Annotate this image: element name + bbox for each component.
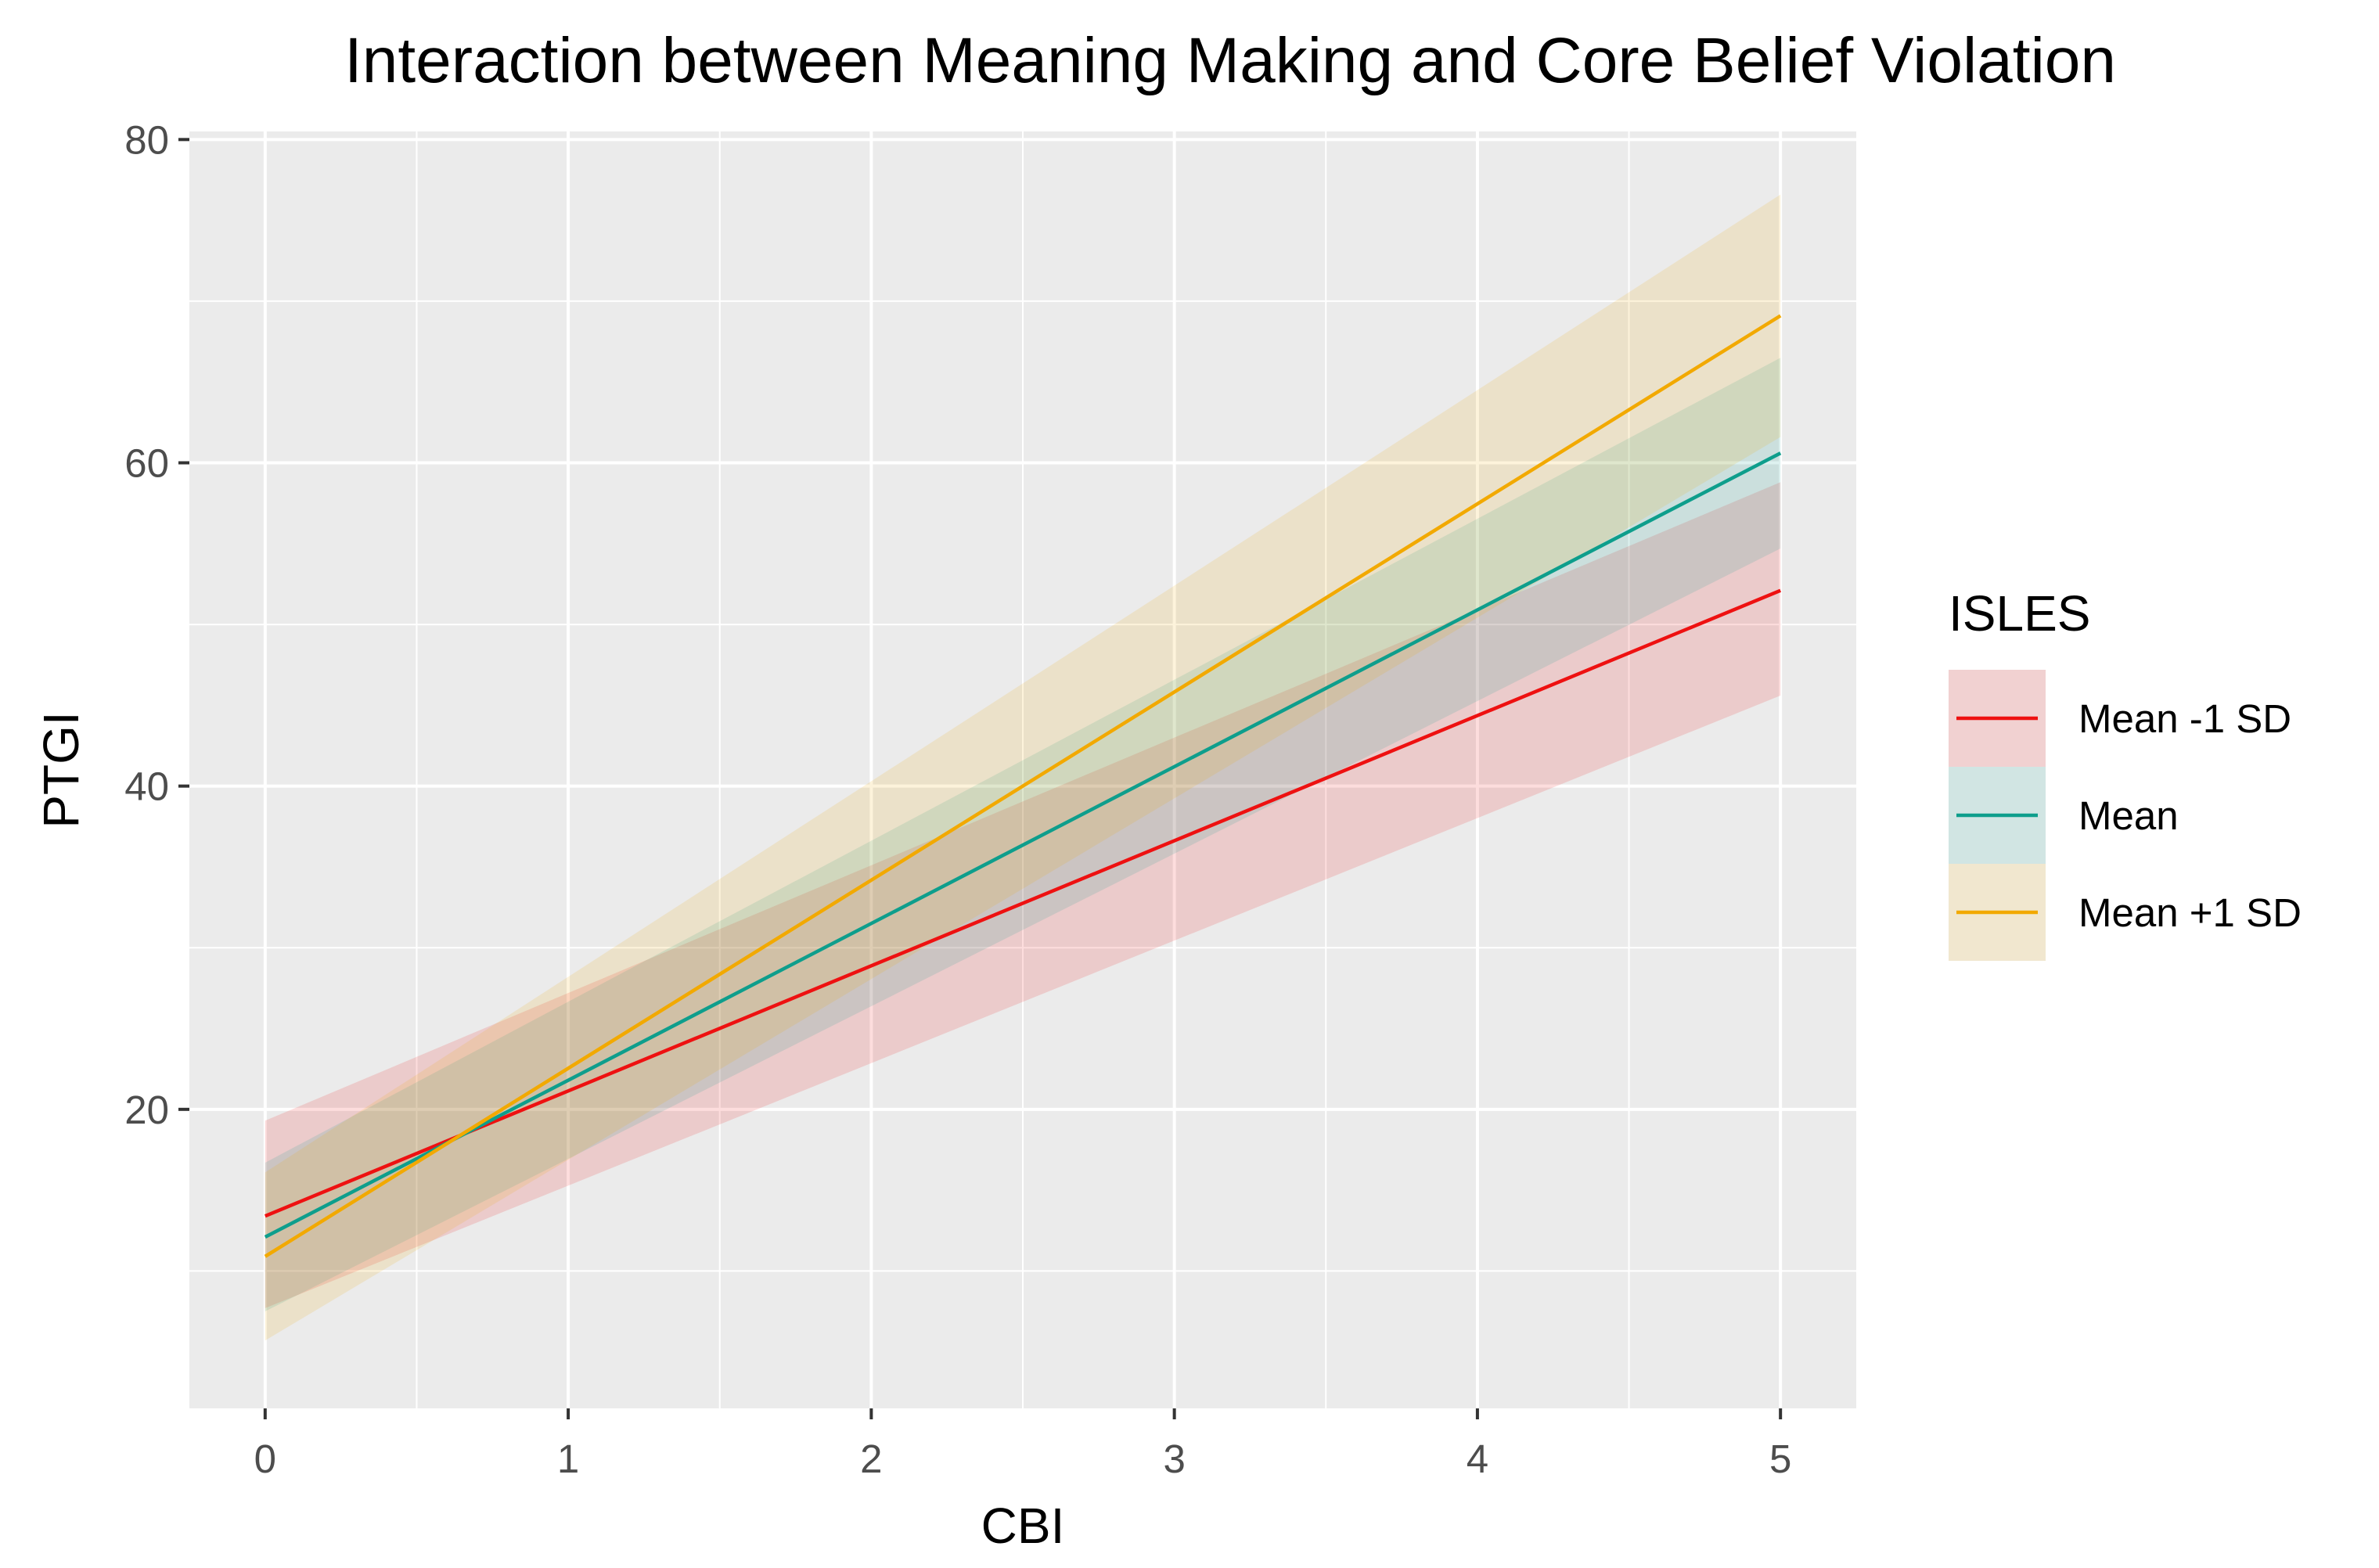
y-tick-label: 20 — [124, 1088, 169, 1132]
series-line — [264, 314, 1782, 1258]
series-line — [264, 451, 1782, 1239]
x-tick-label: 1 — [557, 1437, 579, 1481]
x-axis-title: CBI — [981, 1498, 1065, 1554]
legend: ISLES Mean -1 SD Mean Mean +1 SD — [1949, 585, 2302, 961]
legend-label: Mean +1 SD — [2078, 890, 2302, 935]
minor-gridlines — [189, 131, 1856, 1408]
series-line — [264, 588, 1782, 1218]
y-tick-label: 40 — [124, 764, 169, 809]
legend-label: Mean — [2078, 793, 2179, 838]
y-axis-tick-labels: 20 40 60 80 — [124, 117, 169, 1131]
confidence-ribbon — [265, 194, 1781, 1341]
x-tick-label: 5 — [1769, 1437, 1791, 1481]
x-tick-label: 3 — [1163, 1437, 1185, 1481]
confidence-ribbons — [265, 194, 1781, 1341]
major-gridlines — [189, 131, 1856, 1408]
chart-title: Interaction between Meaning Making and C… — [344, 25, 2116, 96]
series-lines — [264, 314, 1782, 1258]
x-tick-label: 2 — [860, 1437, 882, 1481]
y-tick-label: 80 — [124, 117, 169, 162]
x-tick-label: 4 — [1467, 1437, 1488, 1481]
legend-title: ISLES — [1949, 585, 2090, 642]
confidence-ribbon — [265, 358, 1781, 1312]
confidence-ribbon — [265, 482, 1781, 1308]
x-tick-label: 0 — [254, 1437, 276, 1481]
axis-ticks — [178, 138, 1783, 1419]
x-axis-tick-labels: 0 1 2 3 4 5 — [254, 1437, 1792, 1481]
y-tick-label: 60 — [124, 441, 169, 485]
legend-items: Mean -1 SD Mean Mean +1 SD — [1949, 670, 2302, 961]
y-axis-title: PTGI — [33, 711, 89, 828]
legend-label: Mean -1 SD — [2078, 696, 2291, 741]
